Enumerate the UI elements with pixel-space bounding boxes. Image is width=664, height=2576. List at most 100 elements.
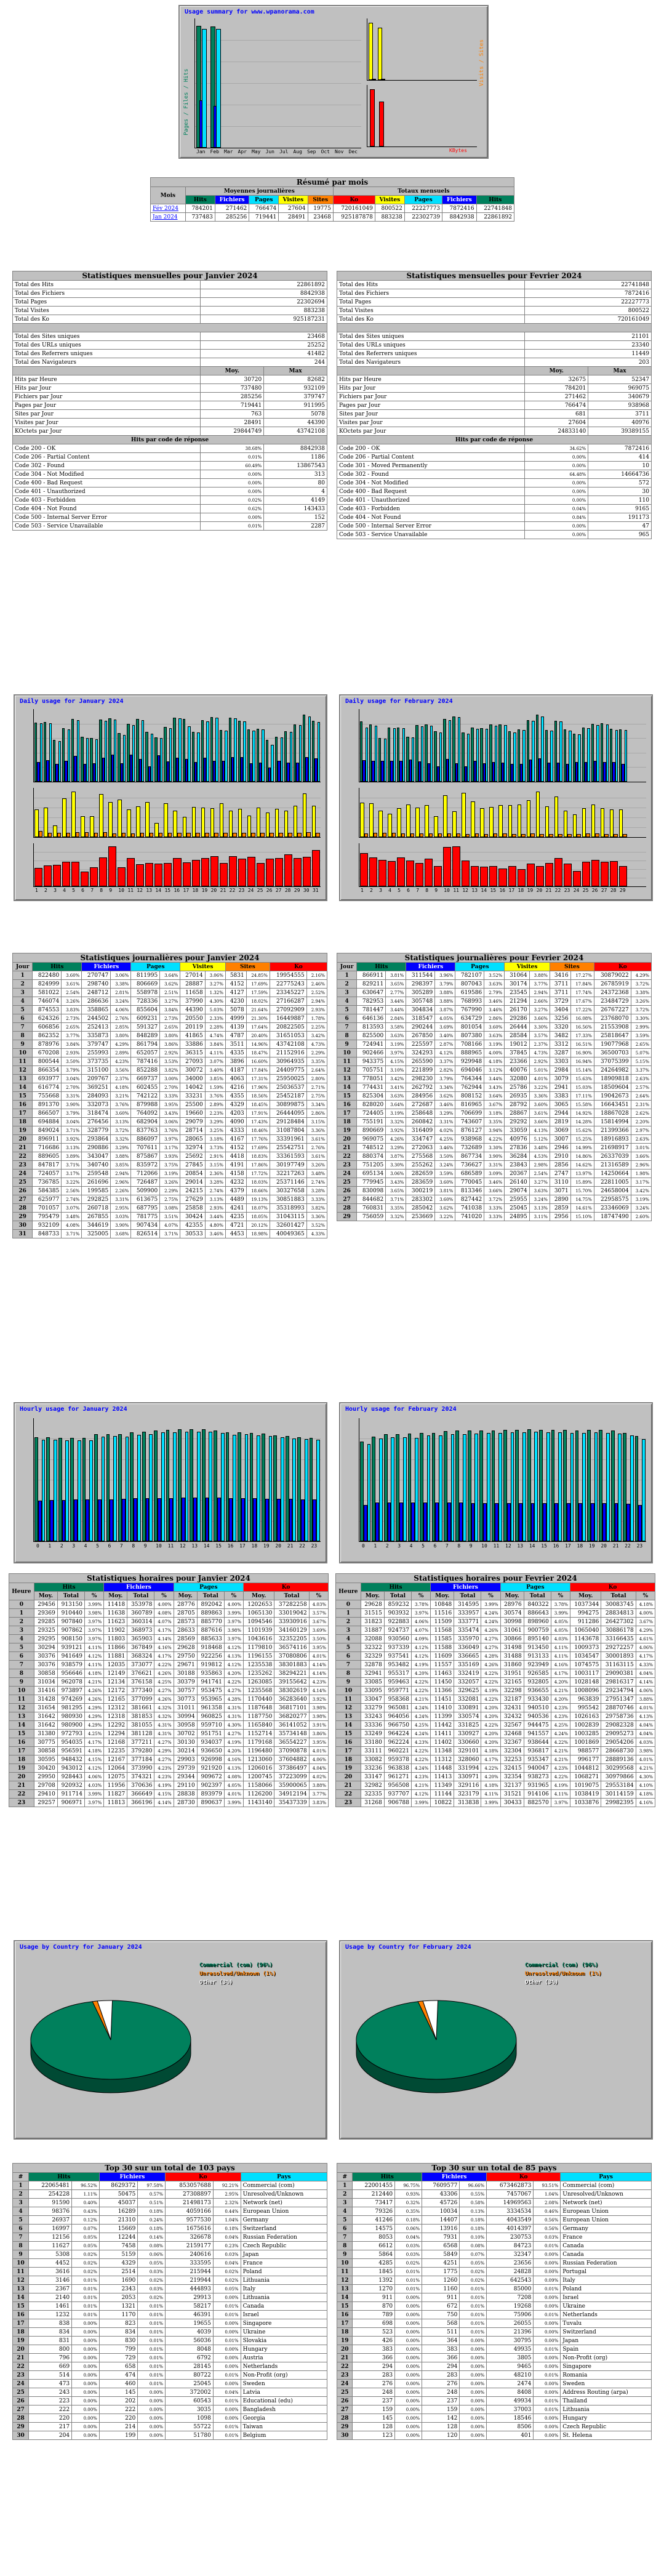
daily-bar xyxy=(615,730,618,782)
hourly-bar xyxy=(166,1430,170,1541)
hourly-value: 28976 xyxy=(500,1600,524,1609)
daily-value: 17.27% xyxy=(570,971,594,980)
month-link-cell[interactable]: Jan 2024 xyxy=(150,212,186,222)
day-tick: 24 xyxy=(247,888,254,893)
country-value: 0.00% xyxy=(459,2396,487,2405)
daily-bar xyxy=(287,763,290,782)
day-number: 26 xyxy=(336,1186,358,1195)
daily-value: 3.40% xyxy=(434,1031,456,1040)
daily-bar xyxy=(182,719,185,782)
hourly-bar xyxy=(614,1503,618,1541)
max-value: 340679 xyxy=(588,392,652,401)
month-link[interactable]: Fév 2024 xyxy=(153,205,178,212)
cell xyxy=(336,366,526,375)
daily-value: 2.75% xyxy=(306,1091,328,1101)
daily-value: 4.12% xyxy=(434,1048,456,1057)
country-value: 0.18% xyxy=(212,2224,241,2233)
daily-value: 4.15% xyxy=(385,1057,407,1066)
daily-value: 3007 xyxy=(549,1134,571,1144)
daily-value: 292825 xyxy=(81,1195,111,1204)
country-value: 0.01% xyxy=(137,2362,166,2371)
hourly-value: 29903 xyxy=(173,1755,198,1764)
hourly-value: 4.20% xyxy=(411,1669,431,1678)
hourly-value: 11410 xyxy=(430,1703,455,1712)
hourly-value: 3.78% xyxy=(550,1600,571,1609)
hourly-value: 33243 xyxy=(360,1712,385,1721)
hourly-bar xyxy=(58,1437,62,1541)
daily-bar xyxy=(600,861,609,886)
code-count: 9165 xyxy=(588,504,652,513)
daily-bar xyxy=(455,763,458,782)
daily-bar xyxy=(439,732,442,782)
daily-row: 19 890669 3.92% 316409 4.02% 876127 3.94% 33059… xyxy=(336,1126,652,1135)
hourly-value: 31163115 xyxy=(601,1660,636,1669)
country-value: 283 xyxy=(352,2370,396,2380)
month-link[interactable]: Jan 2024 xyxy=(153,214,178,220)
resume-title: Résumé par mois xyxy=(150,177,514,187)
daily-value: 11658 xyxy=(180,988,206,997)
hourly-bar xyxy=(273,1435,278,1541)
country-value: 514 xyxy=(28,2370,73,2380)
avg-label: KOctets par Jour xyxy=(336,427,526,436)
daily-bar xyxy=(381,760,384,782)
daily-value: 344619 xyxy=(81,1221,111,1230)
hourly-bar xyxy=(209,1432,213,1541)
daily-value: 24658004 xyxy=(593,1186,631,1195)
hourly-bar xyxy=(626,1504,630,1541)
daily-value: 325005 xyxy=(81,1229,111,1238)
daily-value: 37075399 xyxy=(593,1057,631,1066)
daily-bar xyxy=(188,726,191,782)
hour-tick: 19 xyxy=(588,1543,595,1549)
daily-value: 19077968 xyxy=(593,1040,631,1049)
daily-value: 18.07% xyxy=(246,1203,270,1213)
hourly-value: 3.88% xyxy=(635,1695,656,1704)
country-value: 568 xyxy=(422,2319,460,2328)
country-value: 219944 xyxy=(165,2276,214,2285)
response-code-row: Code 404 - Not Found 0.84% 191173 xyxy=(336,513,652,522)
country-name: Address Routing (arpa) xyxy=(560,2388,652,2397)
month-tick: Jan xyxy=(196,149,206,154)
hourly-sub-header: % xyxy=(411,1591,431,1600)
daily-value: 21294 xyxy=(504,997,530,1006)
daily-bar xyxy=(86,737,89,782)
hourly-value: 900759 xyxy=(523,1626,551,1635)
country-value: 0.01% xyxy=(212,2422,241,2431)
hourly-value: 4.27% xyxy=(223,1729,244,1738)
hourly-bar xyxy=(257,1435,260,1541)
daily-value: 3.46% xyxy=(484,997,505,1006)
country-row: 1 22065481 96.52% 8629372 97.58% 853057688 92.… xyxy=(12,2181,328,2190)
resume-value: 8842938 xyxy=(442,212,477,222)
daily-value: 272063 xyxy=(406,1143,436,1152)
hourly-value: 28633 xyxy=(173,1626,198,1635)
hourly-value: 3.67% xyxy=(635,1617,656,1626)
hourly-sub-header: Total xyxy=(274,1591,310,1600)
hourly-value: 4.23% xyxy=(411,1772,431,1781)
daily-value: 29292 xyxy=(504,1117,530,1126)
hourly-bar xyxy=(610,1430,615,1541)
country-row: 5 26937 0.12% 21310 0.24% 9577530 1.04% Germany xyxy=(12,2215,328,2225)
hour-number: 19 xyxy=(335,1763,361,1773)
country-row: 8 6612 0.03% 6568 0.08% 84723 0.01% Canada xyxy=(336,2241,652,2250)
hourly-value: 29325 xyxy=(33,1626,58,1635)
hourly-value: 11866 xyxy=(103,1643,128,1652)
hourly-bar xyxy=(309,1437,313,1541)
hourly-bar xyxy=(197,1431,201,1541)
daily-bar xyxy=(585,762,588,782)
country-value: 0.00% xyxy=(533,2327,561,2337)
hourly-value: 4.24% xyxy=(411,1712,431,1721)
country-pie-jan: Usage by Country for January 2024 Commerc… xyxy=(14,1940,327,2140)
hourly-value: 330927 xyxy=(454,1729,482,1738)
daily-value: 694046 xyxy=(455,1065,485,1075)
month-link-cell[interactable]: Fév 2024 xyxy=(150,204,186,213)
daily-value: 2.93% xyxy=(204,1203,226,1213)
summary-hits-plot: Jan Feb Mar Apr May Jun Jul Aug Sep Oct Nov Dec xyxy=(194,18,361,154)
daily-value: 844682 xyxy=(356,1195,386,1204)
pie-svg xyxy=(30,2000,191,2093)
daily-value: 3.24% xyxy=(529,1195,550,1204)
daily-bar xyxy=(298,725,302,782)
country-value: 0.00% xyxy=(212,2345,241,2354)
daily-bar xyxy=(231,756,234,782)
daily-value: 2.65% xyxy=(630,1040,652,1049)
daily-bar xyxy=(251,833,255,837)
hourly-value: 29628 xyxy=(360,1600,385,1609)
